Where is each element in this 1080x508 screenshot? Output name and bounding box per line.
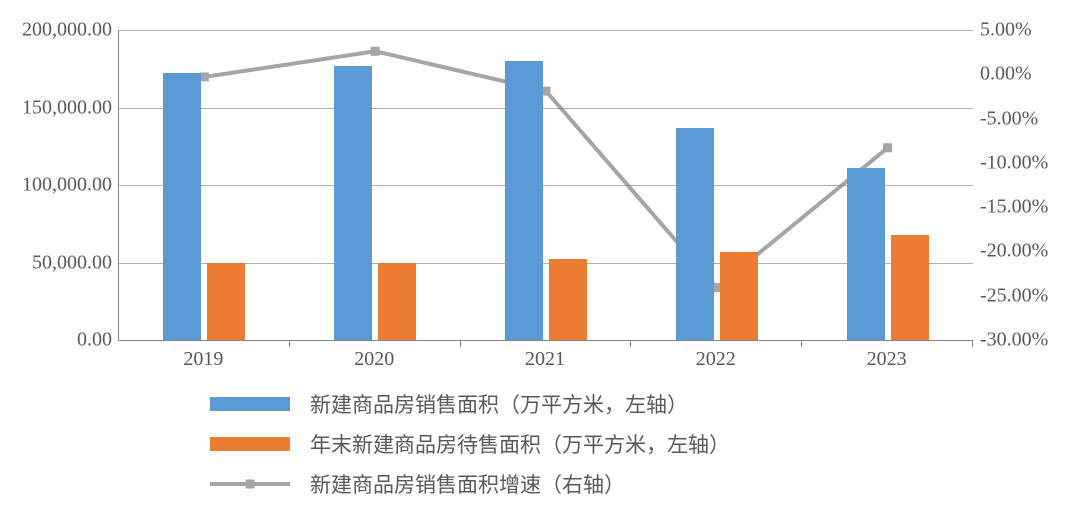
gridline (119, 263, 973, 264)
gridline (119, 30, 973, 31)
legend-label: 新建商品房销售面积增速（右轴） (310, 469, 625, 499)
y-left-tick-label: 0.00 (2, 329, 112, 352)
x-tick (460, 340, 461, 347)
gridline (119, 185, 973, 186)
y-right-tick-label: -30.00% (980, 329, 1075, 352)
bar (720, 252, 758, 340)
gridline (119, 108, 973, 109)
bar (505, 61, 543, 340)
legend-label: 年末新建商品房待售面积（万平方米，左轴） (310, 429, 730, 459)
legend-label: 新建商品房销售面积（万平方米，左轴） (310, 389, 688, 419)
y-left-tick-label: 100,000.00 (2, 174, 112, 197)
line-marker (883, 143, 892, 152)
x-tick-label: 2020 (334, 348, 414, 371)
bar (676, 128, 714, 340)
y-left-tick-label: 50,000.00 (2, 251, 112, 274)
bar (207, 263, 245, 340)
legend-swatch (210, 437, 290, 451)
x-tick (801, 340, 802, 347)
y-left-tick-label: 200,000.00 (2, 19, 112, 42)
y-right-tick-label: -5.00% (980, 107, 1075, 130)
legend-item: 新建商品房销售面积增速（右轴） (210, 464, 730, 504)
x-tick-label: 2022 (676, 348, 756, 371)
bar (847, 168, 885, 340)
legend-item: 年末新建商品房待售面积（万平方米，左轴） (210, 424, 730, 464)
bar (549, 259, 587, 340)
y-right-tick-label: -20.00% (980, 240, 1075, 263)
y-right-tick-label: -10.00% (980, 151, 1075, 174)
y-right-tick-label: -25.00% (980, 284, 1075, 307)
x-tick-label: 2019 (163, 348, 243, 371)
y-right-tick-label: 5.00% (980, 19, 1075, 42)
y-right-tick-label: -15.00% (980, 196, 1075, 219)
legend-swatch (210, 474, 290, 494)
line-marker (371, 47, 380, 56)
x-tick (972, 340, 973, 347)
y-left-tick-label: 150,000.00 (2, 96, 112, 119)
y-right-tick-label: 0.00% (980, 63, 1075, 86)
bar (334, 66, 372, 340)
bar (378, 263, 416, 340)
x-tick-label: 2023 (847, 348, 927, 371)
legend: 新建商品房销售面积（万平方米，左轴） 年末新建商品房待售面积（万平方米，左轴） 新建… (210, 384, 730, 504)
plot-area (118, 30, 973, 341)
chart-container: 新建商品房销售面积（万平方米，左轴） 年末新建商品房待售面积（万平方米，左轴） 新建… (0, 0, 1080, 508)
bar (891, 235, 929, 340)
x-tick (289, 340, 290, 347)
bar (163, 73, 201, 340)
legend-swatch (210, 397, 290, 411)
x-tick-label: 2021 (505, 348, 585, 371)
legend-item: 新建商品房销售面积（万平方米，左轴） (210, 384, 730, 424)
x-tick (630, 340, 631, 347)
